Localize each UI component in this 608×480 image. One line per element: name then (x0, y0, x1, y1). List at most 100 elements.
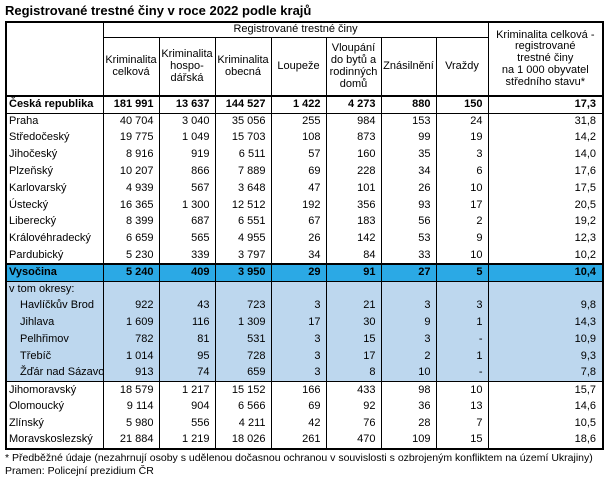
value-cell: 17 (325, 348, 382, 366)
region-name-cell: Středočeský (5, 129, 104, 147)
region-name-cell: Moravskoslezský (5, 432, 104, 450)
value-cell: 3 950 (214, 263, 272, 282)
value-cell: 19 775 (102, 129, 160, 147)
value-cell: 409 (158, 263, 216, 282)
rate-header-cell: Kriminalita celková - registrované trest… (487, 21, 604, 97)
value-cell: 880 (380, 95, 437, 114)
value-cell: 69 (270, 163, 327, 181)
value-cell: 556 (158, 415, 216, 433)
col-header-total-crime: Kriminalita celková (102, 36, 160, 97)
value-cell: 3 (270, 297, 327, 315)
value-cell: 84 (325, 247, 382, 265)
value-cell: 56 (380, 213, 437, 231)
region-name-cell: Ústecký (5, 197, 104, 214)
value-cell: 3 (270, 348, 327, 366)
value-cell: 17,5 (487, 180, 604, 198)
value-cell: 18,6 (487, 432, 604, 450)
value-cell: 91 (325, 263, 382, 282)
table-row: Žďár nad Sázavou 913 74 659 3 8 10-7,8 (5, 365, 604, 383)
value-cell: 29 (270, 263, 327, 282)
value-cell (102, 281, 160, 298)
value-cell: 10 (435, 180, 489, 198)
value-cell: 17,3 (487, 95, 604, 114)
value-cell: 108 (270, 129, 327, 147)
value-cell: 67 (270, 213, 327, 231)
value-cell: 19,2 (487, 213, 604, 231)
value-cell: 4 273 (325, 95, 382, 114)
value-cell: 3 (270, 365, 327, 383)
value-cell: 150 (435, 95, 489, 114)
value-cell: 81 (158, 331, 216, 349)
value-cell: 43 (158, 297, 216, 315)
value-cell: 13 (435, 398, 489, 416)
value-cell: 567 (158, 180, 216, 198)
value-cell: 1 217 (158, 381, 216, 399)
value-cell: 57 (270, 146, 327, 164)
region-name-cell: Žďár nad Sázavou (5, 365, 104, 383)
value-cell: 565 (158, 230, 216, 248)
value-cell: 9,8 (487, 297, 604, 315)
value-cell: 153 (380, 113, 437, 130)
value-cell: 15 703 (214, 129, 272, 147)
value-cell (380, 281, 437, 298)
value-cell: 12,3 (487, 230, 604, 248)
value-cell (435, 281, 489, 298)
value-cell: 6 659 (102, 230, 160, 248)
value-cell: 913 (102, 365, 160, 383)
value-cell: 47 (270, 180, 327, 198)
header-sub-row: Kriminalita celková Kriminalita hospo- d… (6, 36, 603, 97)
col-header-robberies: Loupeže (270, 36, 327, 97)
table-row: Plzeňský 10 207 866 7 889 69 228 34 6 17,6 (5, 163, 604, 181)
value-cell: 2 (435, 213, 489, 231)
footnote-preliminary-data: * Předběžné údaje (nezahrnují osoby s ud… (5, 452, 593, 465)
value-cell: 5 980 (102, 415, 160, 433)
value-cell: 5 230 (102, 247, 160, 265)
col-header-economic-crime: Kriminalita hospo- dářská (158, 36, 216, 97)
value-cell: 919 (158, 146, 216, 164)
value-cell: 14,2 (487, 129, 604, 147)
value-cell: 728 (214, 348, 272, 366)
table-row: Havlíčkův Brod 922 43 723 3 21 3 3 9,8 (5, 297, 604, 315)
value-cell (270, 281, 327, 298)
table-body: Česká republika 181 991 13 637 144 527 1 422… (5, 95, 604, 450)
region-name-cell: Havlíčkův Brod (5, 297, 104, 315)
table-row: v tom okresy: (5, 281, 604, 298)
value-cell: 10,5 (487, 415, 604, 433)
value-cell: 4 939 (102, 180, 160, 198)
value-cell (487, 281, 604, 298)
value-cell: 10,4 (487, 263, 604, 282)
table-header: Registrované trestné činy Kriminalita ce… (5, 21, 604, 97)
value-cell: 18 026 (214, 432, 272, 450)
value-cell: 3 040 (158, 113, 216, 130)
value-cell: 109 (380, 432, 437, 450)
value-cell: 15 152 (214, 381, 272, 399)
value-cell: 28 (380, 415, 437, 433)
value-cell: 14,6 (487, 398, 604, 416)
col-header-general-crime: Kriminalita obecná (214, 36, 272, 97)
value-cell: 17,6 (487, 163, 604, 181)
value-cell: 27 (380, 263, 437, 282)
value-cell: 53 (380, 230, 437, 248)
value-cell (325, 281, 382, 298)
value-cell: 1 (435, 348, 489, 366)
value-cell: 8 (325, 365, 382, 383)
value-cell: 98 (380, 381, 437, 399)
value-cell: 20,5 (487, 197, 604, 214)
value-cell: 12 512 (214, 197, 272, 214)
value-cell: 6 551 (214, 213, 272, 231)
region-name-cell: Jihomoravský (5, 381, 104, 399)
region-name-cell: Jihočeský (5, 146, 104, 164)
value-cell: 192 (270, 197, 327, 214)
value-cell: 255 (270, 113, 327, 130)
table-row: Zlínský 5 980 556 4 211 42 76 28 7 10,5 (5, 415, 604, 433)
value-cell: 99 (380, 129, 437, 147)
value-cell: 782 (102, 331, 160, 349)
table-row: Olomoucký 9 114 904 6 566 69 92 36 13 14,6 (5, 398, 604, 416)
value-cell: 166 (270, 381, 327, 399)
table-row: Třebíč 1 014 95 728 3 17 2 1 9,3 (5, 348, 604, 366)
value-cell: 8 916 (102, 146, 160, 164)
value-cell: 142 (325, 230, 382, 248)
value-cell: 35 056 (214, 113, 272, 130)
value-cell: 1 609 (102, 314, 160, 332)
